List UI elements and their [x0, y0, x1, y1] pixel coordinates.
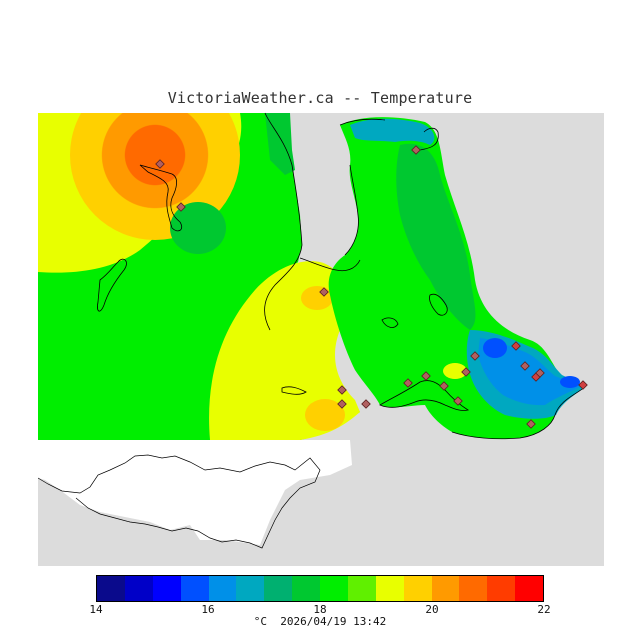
station-marker	[176, 202, 186, 212]
map-footer: °C 2026/04/19 13:42	[0, 615, 640, 628]
legend-swatch	[431, 576, 460, 601]
legend-swatch	[375, 576, 404, 601]
legend-swatch	[320, 576, 348, 601]
coastlines	[97, 112, 586, 440]
station-marker	[535, 368, 545, 378]
station-marker	[411, 145, 421, 155]
warm-spot-2	[305, 399, 345, 431]
timestamp: 2026/04/19 13:42	[280, 615, 387, 628]
legend-tick: 16	[201, 603, 215, 616]
station-marker	[361, 399, 371, 409]
station-marker	[337, 399, 347, 409]
station-marker	[319, 287, 329, 297]
station-marker	[439, 381, 449, 391]
legend-swatch	[487, 576, 516, 601]
legend-swatch	[347, 576, 376, 601]
station-marker	[403, 378, 413, 388]
legend-swatch	[403, 576, 432, 601]
cool-patch-nw	[170, 202, 226, 254]
station-marker	[337, 385, 347, 395]
legend-swatch	[208, 576, 237, 601]
color-legend	[96, 575, 544, 602]
legend-tick: 20	[425, 603, 439, 616]
warm-spot-1	[301, 286, 333, 310]
unit-label: °C	[253, 615, 268, 628]
station-markers	[155, 145, 588, 429]
legend-tick: 18	[313, 603, 327, 616]
cool-patch-strait	[265, 113, 295, 175]
legend-tick: 14	[89, 603, 103, 616]
station-marker	[461, 367, 471, 377]
station-marker	[511, 341, 521, 351]
station-marker	[421, 371, 431, 381]
legend-swatch	[97, 576, 125, 601]
legend-swatch	[180, 576, 209, 601]
legend-swatch	[152, 576, 181, 601]
station-marker	[578, 380, 588, 390]
cold-spot-2	[560, 376, 580, 388]
east-cool-zone	[396, 143, 476, 330]
southern-water-area	[38, 440, 352, 545]
legend-swatch	[264, 576, 293, 601]
legend-swatch	[459, 576, 488, 601]
station-marker	[470, 351, 480, 361]
station-marker	[520, 361, 530, 371]
legend-swatch	[124, 576, 153, 601]
station-marker	[453, 396, 463, 406]
station-marker	[155, 159, 165, 169]
legend-swatch	[515, 576, 543, 601]
north-cold-zone	[350, 118, 435, 145]
southeast-cold-zone-inner	[478, 338, 582, 406]
map-title: VictoriaWeather.ca -- Temperature	[167, 89, 473, 107]
olympic-peninsula-coast	[38, 454, 321, 549]
warm-spot-east	[443, 363, 467, 379]
cold-spot-1	[483, 338, 507, 358]
legend-tick: 22	[537, 603, 551, 616]
legend-swatch	[292, 576, 320, 601]
station-marker	[526, 419, 536, 429]
legend-swatch	[236, 576, 265, 601]
